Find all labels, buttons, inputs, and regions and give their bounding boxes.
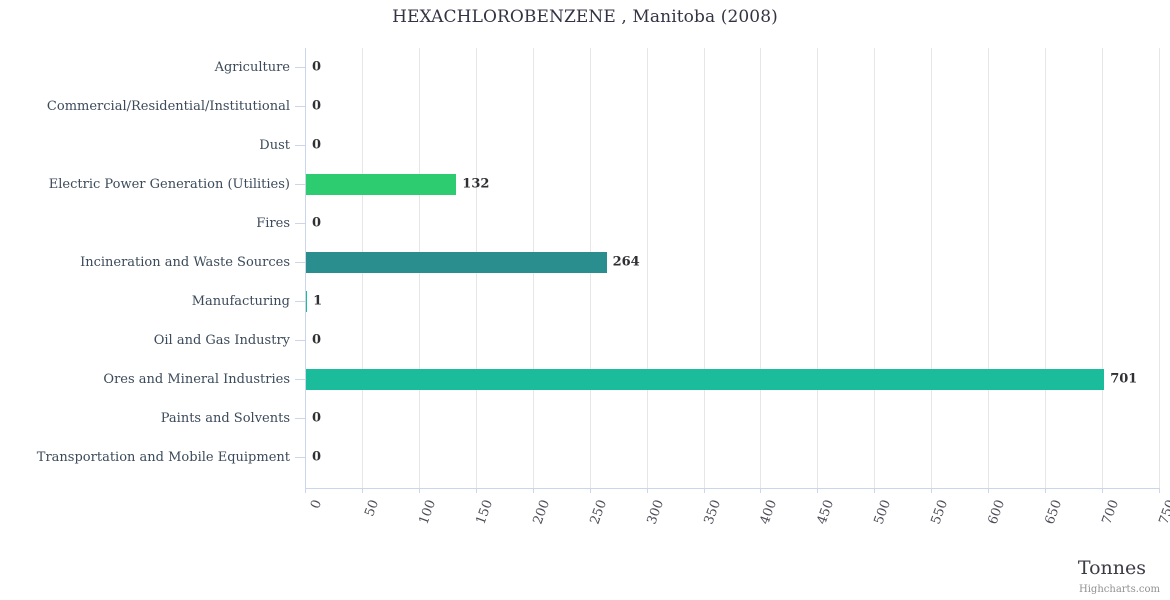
x-tick-mark [419, 488, 420, 493]
x-tick-mark [931, 488, 932, 493]
bar-value-label: 264 [612, 254, 640, 270]
x-axis-title: Tonnes [1077, 557, 1146, 579]
x-tick-mark [647, 488, 648, 493]
category-tick [295, 340, 305, 341]
bar-value-label: 0 [312, 449, 322, 465]
category-tick [295, 67, 305, 68]
x-tick-mark [1159, 488, 1160, 493]
category-tick [295, 418, 305, 419]
x-tick-mark [874, 488, 875, 493]
x-tick-label: 650 [1042, 498, 1066, 527]
x-axis-line [305, 488, 1159, 489]
gridline-400 [760, 48, 761, 488]
bar[interactable] [306, 252, 607, 273]
gridline-450 [817, 48, 818, 488]
category-row: Manufacturing 1 [0, 282, 1170, 321]
category-label: Incineration and Waste Sources [80, 255, 290, 270]
x-tick-mark [1045, 488, 1046, 493]
category-row: Fires 0 [0, 204, 1170, 243]
x-tick-label: 450 [814, 498, 838, 527]
category-label: Fires [256, 216, 290, 231]
bar-value-label: 0 [312, 59, 322, 75]
category-row: Transportation and Mobile Equipment 0 [0, 438, 1170, 477]
category-label: Oil and Gas Industry [153, 333, 290, 348]
category-tick [295, 301, 305, 302]
x-tick-label: 500 [871, 498, 895, 527]
category-label: Dust [259, 138, 290, 153]
x-tick-label: 550 [928, 498, 952, 527]
x-tick-label: 50 [362, 498, 383, 519]
category-tick [295, 457, 305, 458]
category-label: Transportation and Mobile Equipment [36, 450, 290, 465]
category-row: Paints and Solvents 0 [0, 399, 1170, 438]
category-label: Paints and Solvents [160, 411, 290, 426]
x-tick-mark [533, 488, 534, 493]
category-tick [295, 145, 305, 146]
x-tick-mark [305, 488, 306, 493]
x-tick-label: 0 [308, 498, 326, 511]
category-tick [295, 223, 305, 224]
x-tick-label: 250 [587, 498, 611, 527]
bar-value-label: 701 [1110, 371, 1138, 387]
bar-value-label: 0 [312, 98, 322, 114]
category-row: Electric Power Generation (Utilities) 132 [0, 165, 1170, 204]
bar[interactable] [306, 174, 457, 195]
bar[interactable] [306, 291, 308, 312]
x-tick-label: 700 [1099, 498, 1123, 527]
bar-value-label: 1 [313, 293, 323, 309]
category-row: Dust 0 [0, 126, 1170, 165]
bar-value-label: 0 [312, 137, 322, 153]
gridline-550 [931, 48, 932, 488]
category-label: Commercial/Residential/Institutional [46, 99, 290, 114]
category-tick [295, 184, 305, 185]
category-tick [295, 106, 305, 107]
x-tick-mark [988, 488, 989, 493]
x-tick-label: 200 [530, 498, 554, 527]
y-axis-line [305, 48, 306, 488]
category-row: Commercial/Residential/Institutional 0 [0, 87, 1170, 126]
x-tick-label: 750 [1156, 498, 1170, 527]
x-tick-label: 300 [644, 498, 668, 527]
gridline-600 [988, 48, 989, 488]
bar-value-label: 0 [312, 332, 322, 348]
bar-value-label: 0 [312, 410, 322, 426]
x-tick-mark [817, 488, 818, 493]
gridline-500 [874, 48, 875, 488]
bar-value-label: 132 [462, 176, 490, 192]
x-tick-mark [362, 488, 363, 493]
gridline-750 [1159, 48, 1160, 488]
x-tick-label: 100 [416, 498, 440, 527]
gridline-300 [647, 48, 648, 488]
bar-value-label: 0 [312, 215, 322, 231]
category-label: Manufacturing [191, 294, 290, 309]
bar[interactable] [306, 369, 1105, 390]
category-row: Incineration and Waste Sources 264 [0, 243, 1170, 282]
category-label: Electric Power Generation (Utilities) [48, 177, 290, 192]
x-tick-label: 350 [701, 498, 725, 527]
x-tick-label: 150 [473, 498, 497, 527]
x-tick-label: 400 [757, 498, 781, 527]
gridline-650 [1045, 48, 1046, 488]
category-tick [295, 262, 305, 263]
category-row: Ores and Mineral Industries 701 [0, 360, 1170, 399]
x-tick-mark [1102, 488, 1103, 493]
category-row: Oil and Gas Industry 0 [0, 321, 1170, 360]
gridline-700 [1102, 48, 1103, 488]
gridline-350 [704, 48, 705, 488]
highcharts-credits[interactable]: Highcharts.com [1079, 584, 1160, 595]
category-label: Agriculture [214, 60, 290, 75]
x-tick-mark [704, 488, 705, 493]
category-label: Ores and Mineral Industries [103, 372, 290, 387]
category-row: Agriculture 0 [0, 48, 1170, 87]
x-tick-mark [590, 488, 591, 493]
chart-title: HEXACHLOROBENZENE , Manitoba (2008) [392, 7, 778, 27]
x-tick-label: 600 [985, 498, 1009, 527]
x-tick-mark [760, 488, 761, 493]
x-tick-mark [476, 488, 477, 493]
category-tick [295, 379, 305, 380]
